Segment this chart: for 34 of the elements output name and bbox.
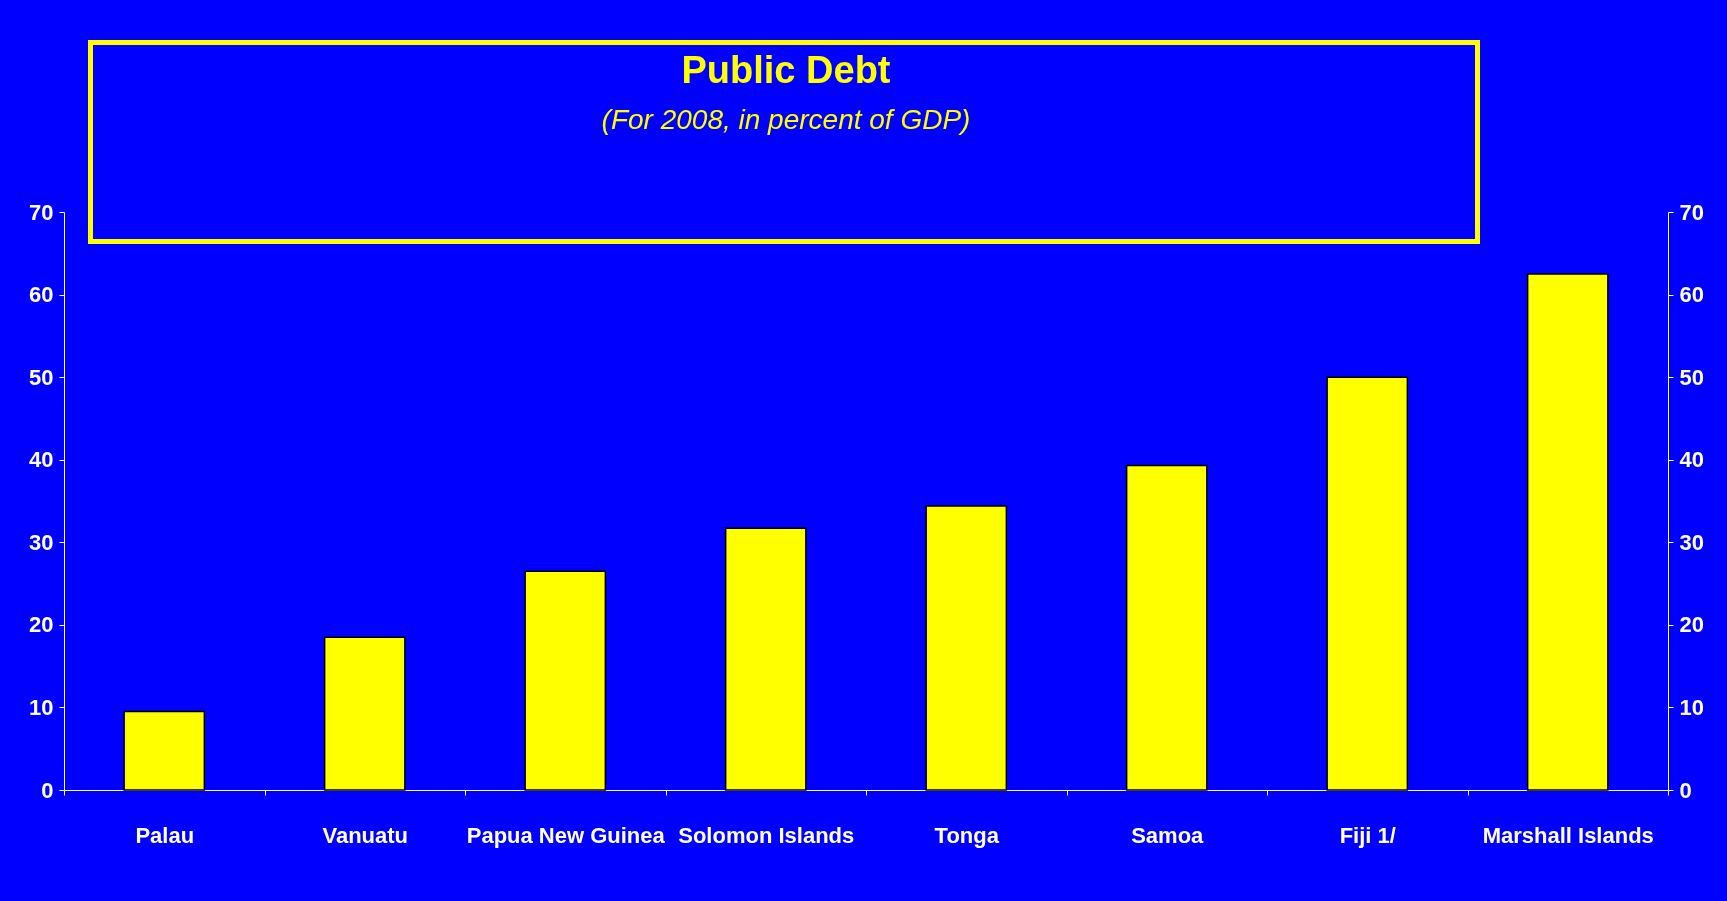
x-tick-label: Samoa — [1131, 822, 1205, 848]
y2-tick-label: 0 — [1679, 777, 1692, 803]
y-tick-label: 20 — [29, 612, 54, 638]
bar — [1125, 464, 1208, 791]
x-tick-label: Tonga — [934, 822, 1000, 848]
y2-tick-label: 20 — [1679, 612, 1704, 638]
x-tick-label: Fiji 1/ — [1339, 822, 1396, 848]
y2-tick-label: 40 — [1679, 447, 1704, 473]
bar — [323, 636, 406, 791]
bar — [524, 570, 607, 791]
x-tick-label: Marshall Islands — [1482, 822, 1654, 848]
y-tick-label: 10 — [29, 694, 54, 720]
y-tick-label: 50 — [29, 364, 54, 390]
y2-tick-label: 50 — [1679, 364, 1704, 390]
y2-tick-label: 30 — [1679, 529, 1704, 555]
y-tick-label: 40 — [29, 447, 54, 473]
y2-tick-label: 10 — [1679, 694, 1704, 720]
chart-title: Public Debt — [681, 49, 891, 91]
x-tick-label: Papua New Guinea — [466, 822, 666, 848]
y-tick-label: 0 — [41, 777, 54, 803]
bar — [1526, 273, 1609, 791]
y2-tick-label: 60 — [1679, 282, 1704, 308]
y-tick-label: 30 — [29, 529, 54, 555]
x-tick-label: Palau — [135, 822, 195, 848]
bar — [925, 505, 1008, 791]
x-tick-label: Vanuatu — [322, 822, 409, 848]
y-tick-label: 70 — [29, 199, 54, 225]
bar — [1326, 376, 1409, 791]
y2-tick-label: 70 — [1679, 199, 1704, 225]
bar — [724, 527, 807, 791]
chart-subtitle: (For 2008, in percent of GDP) — [601, 104, 971, 135]
x-tick-label: Solomon Islands — [678, 822, 855, 848]
bar — [123, 710, 206, 791]
y-tick-label: 60 — [29, 282, 54, 308]
